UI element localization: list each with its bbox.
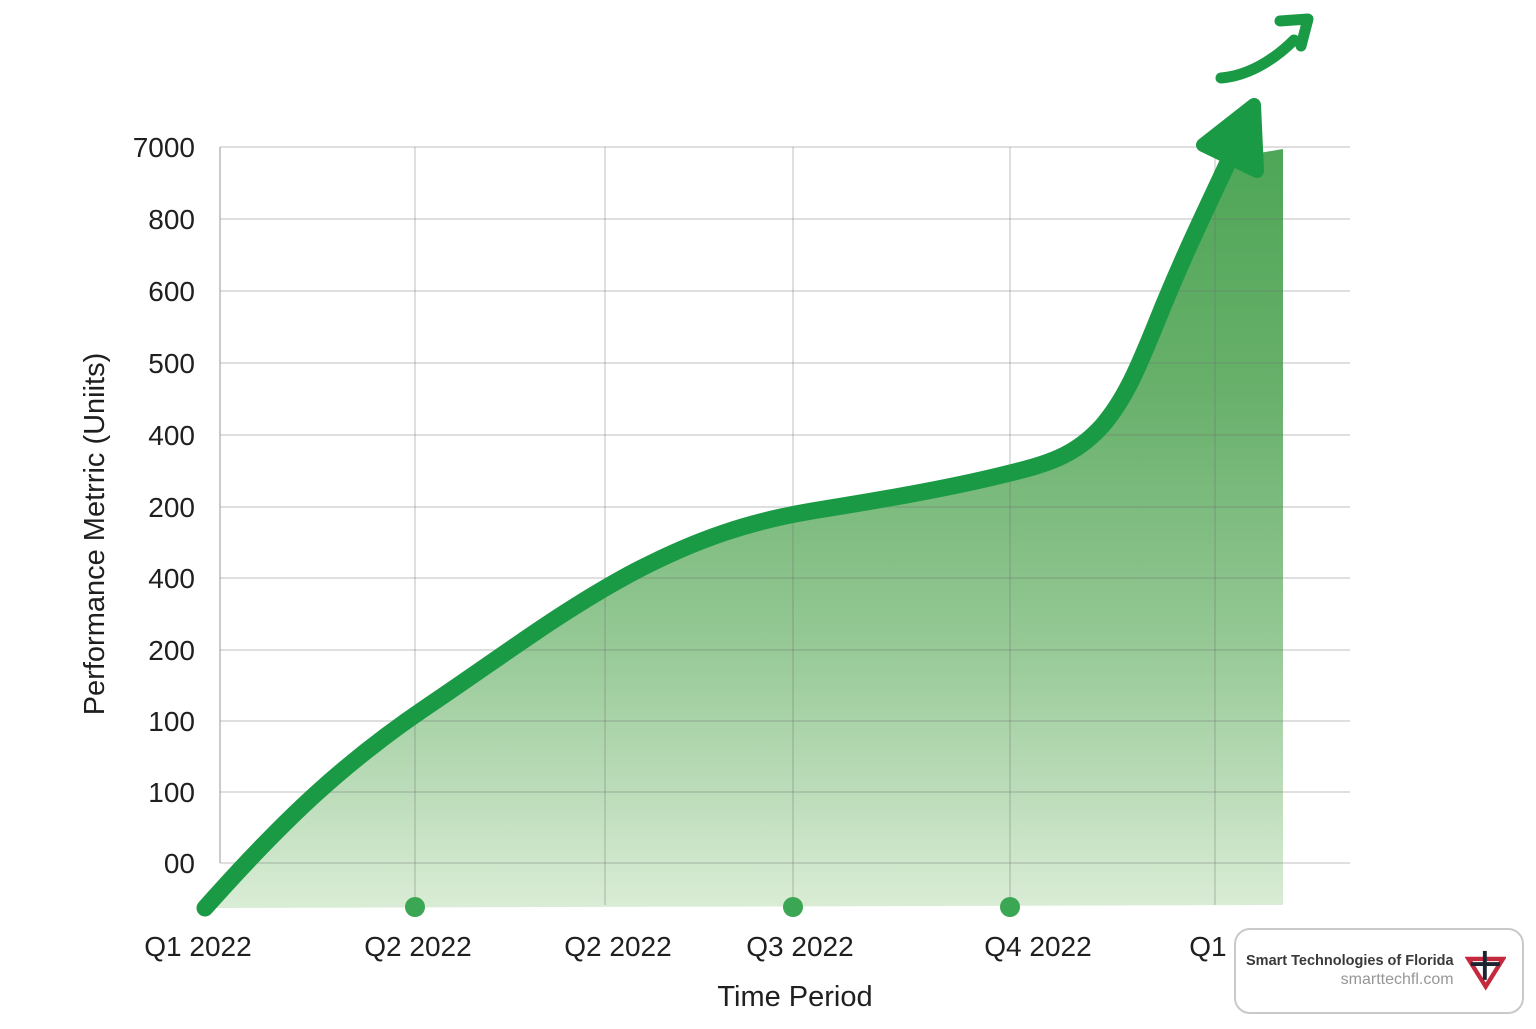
x-tick-label: Q1 2022 [144, 931, 251, 962]
y-tick-label: 200 [148, 492, 195, 523]
x-tick-label: Q2 2022 [564, 931, 671, 962]
watermark-domain: smarttechfl.com [1340, 971, 1454, 989]
data-point-dot [405, 897, 425, 917]
x-tick-label: Q4 2022 [984, 931, 1091, 962]
watermark-company: Smart Technologies of Florida [1246, 952, 1454, 969]
y-axis-title: Performance Metrric (Uniits) [79, 353, 111, 716]
x-axis-title: Time Period [717, 981, 872, 1013]
baseline-dots [405, 897, 1020, 917]
y-axis-tick-labels: 7000 800 600 500 400 200 400 200 100 100… [133, 132, 195, 879]
y-tick-label: 100 [148, 777, 195, 808]
data-point-dot [783, 897, 803, 917]
y-tick-label: 400 [148, 420, 195, 451]
growth-arrow-shaft [1215, 34, 1300, 84]
y-tick-label: 500 [148, 348, 195, 379]
data-point-dot [1000, 897, 1020, 917]
gridlines [220, 146, 1350, 905]
x-tick-label: Q2 2022 [364, 931, 471, 962]
y-tick-label: 600 [148, 276, 195, 307]
x-tick-label: Q3 2022 [746, 931, 853, 962]
y-tick-label: 00 [164, 848, 195, 879]
y-tick-label: 400 [148, 563, 195, 594]
y-tick-label: 800 [148, 204, 195, 235]
x-axis-tick-labels: Q1 2022 Q2 2022 Q2 2022 Q3 2022 Q4 2022 … [144, 931, 1296, 962]
y-tick-label: 100 [148, 706, 195, 737]
watermark-card: Smart Technologies of Florida smarttechf… [1234, 928, 1524, 1014]
y-tick-label: 7000 [133, 132, 195, 163]
company-logo-icon [1464, 950, 1506, 991]
watermark-text: Smart Technologies of Florida smarttechf… [1246, 952, 1454, 990]
growth-arrow-head [1274, 13, 1314, 52]
trend-line [196, 149, 1239, 917]
trend-arrowhead-icon [1196, 98, 1264, 178]
y-tick-label: 200 [148, 635, 195, 666]
growth-arrow-icon [1215, 13, 1314, 84]
